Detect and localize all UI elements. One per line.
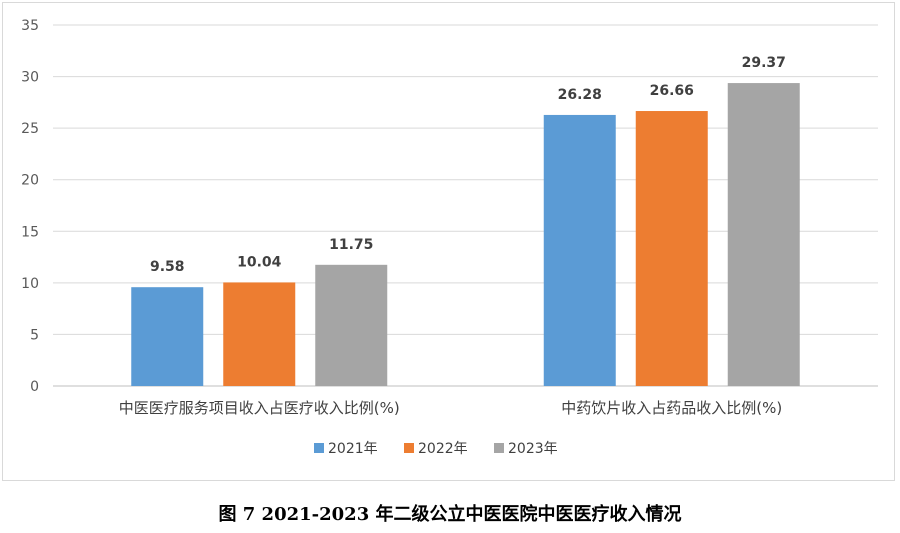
y-tick-label: 35	[21, 18, 39, 34]
legend-label: 2021年	[328, 441, 378, 457]
figure-caption: 图 7 2021-2023 年二级公立中医医院中医医疗收入情况	[218, 504, 682, 525]
data-label: 10.04	[237, 254, 282, 270]
bar	[131, 287, 204, 386]
y-tick-label: 30	[21, 70, 39, 86]
bar	[727, 83, 800, 386]
x-category-label: 中药饮片收入占药品收入比例(%)	[561, 399, 782, 417]
bar	[543, 114, 616, 386]
legend-swatch	[494, 443, 504, 453]
y-tick-label: 15	[21, 224, 39, 240]
y-tick-label: 10	[21, 276, 39, 292]
y-tick-label: 25	[21, 121, 39, 137]
data-label: 9.58	[150, 259, 185, 275]
data-label: 11.75	[329, 237, 373, 253]
bar-chart: 0 5 10 15 20 25 30 35 9.58 10.04 11.75 中医医疗服务项目收入占医…	[21, 18, 878, 457]
data-label: 29.37	[742, 55, 786, 71]
bar	[223, 282, 296, 386]
legend-swatch	[404, 443, 414, 453]
y-tick-label: 20	[21, 173, 39, 189]
data-label: 26.28	[558, 87, 602, 103]
bar	[635, 111, 708, 386]
data-label: 26.66	[650, 83, 694, 99]
y-tick-label: 0	[30, 379, 39, 395]
legend-label: 2022年	[418, 441, 468, 457]
legend-label: 2023年	[508, 441, 558, 457]
bar	[315, 264, 388, 386]
x-category-label: 中医医疗服务项目收入占医疗收入比例(%)	[119, 399, 400, 417]
chart-frame: 0 5 10 15 20 25 30 35 9.58 10.04 11.75 中医医疗服务项目收入占医…	[2, 2, 895, 481]
legend-swatch	[314, 443, 324, 453]
y-tick-label: 5	[30, 327, 39, 343]
